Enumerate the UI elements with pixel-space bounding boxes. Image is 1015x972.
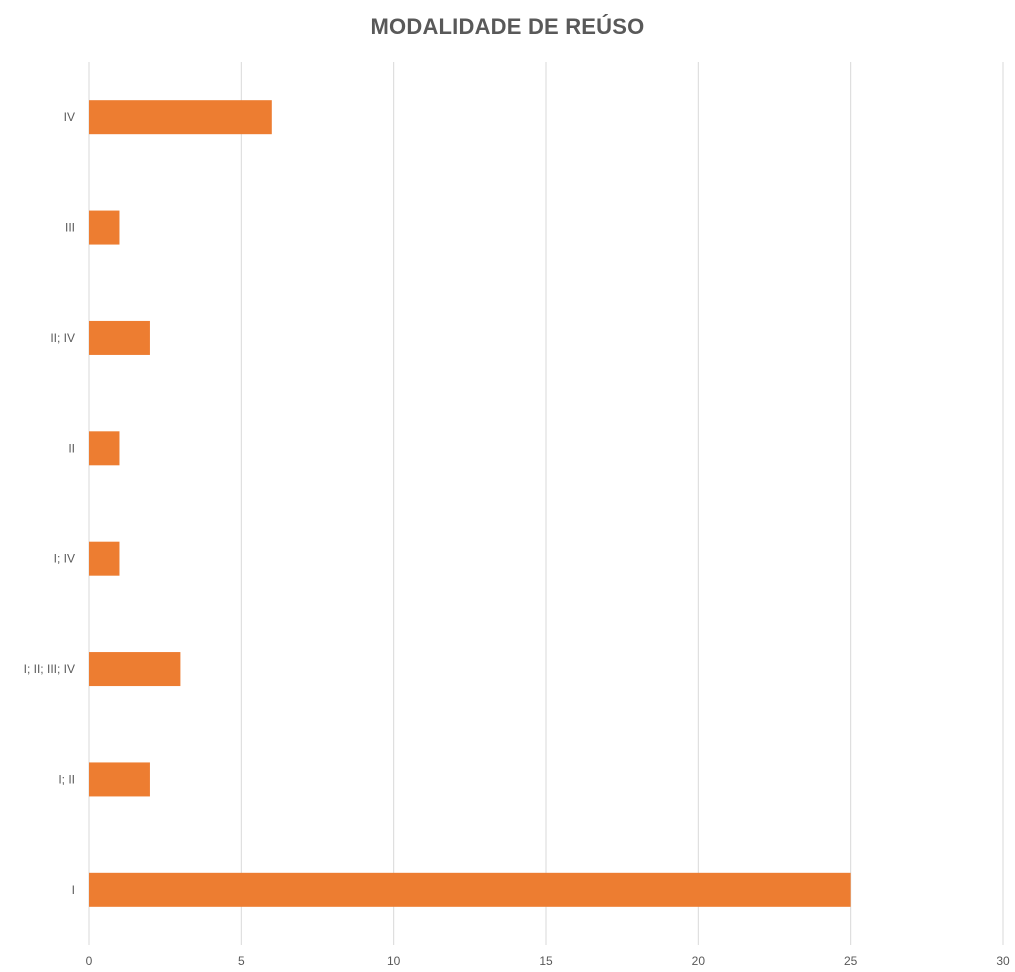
bar bbox=[89, 431, 120, 466]
bar bbox=[89, 652, 181, 687]
category-labels: I I; II I; II; III; IV I; IV II II; IV III IV bbox=[24, 110, 75, 897]
bar bbox=[89, 762, 150, 797]
category-label: I bbox=[72, 883, 75, 897]
x-tick-label: 0 bbox=[86, 954, 93, 968]
bar bbox=[89, 541, 120, 576]
category-label: I; II; III; IV bbox=[24, 662, 75, 676]
grid-layer bbox=[88, 62, 1004, 945]
x-tick-label: 25 bbox=[844, 954, 858, 968]
chart-title: MODALIDADE DE REÚSO bbox=[370, 14, 645, 39]
x-tick-label: 5 bbox=[238, 954, 245, 968]
category-label: III bbox=[65, 221, 75, 235]
x-tick-label: 15 bbox=[539, 954, 553, 968]
bar-layer bbox=[89, 100, 851, 907]
x-tick-labels: 0 5 10 15 20 25 30 bbox=[86, 954, 1010, 968]
bar bbox=[89, 100, 272, 135]
x-tick-label: 20 bbox=[692, 954, 706, 968]
category-label: II; IV bbox=[50, 331, 75, 345]
category-label: I; II bbox=[58, 772, 75, 786]
x-tick-label: 30 bbox=[996, 954, 1010, 968]
bar bbox=[89, 320, 150, 355]
category-label: I; IV bbox=[54, 552, 75, 566]
bar bbox=[89, 872, 851, 907]
bar bbox=[89, 210, 120, 245]
category-label: IV bbox=[64, 110, 75, 124]
x-tick-label: 10 bbox=[387, 954, 401, 968]
category-label: II bbox=[68, 441, 75, 455]
